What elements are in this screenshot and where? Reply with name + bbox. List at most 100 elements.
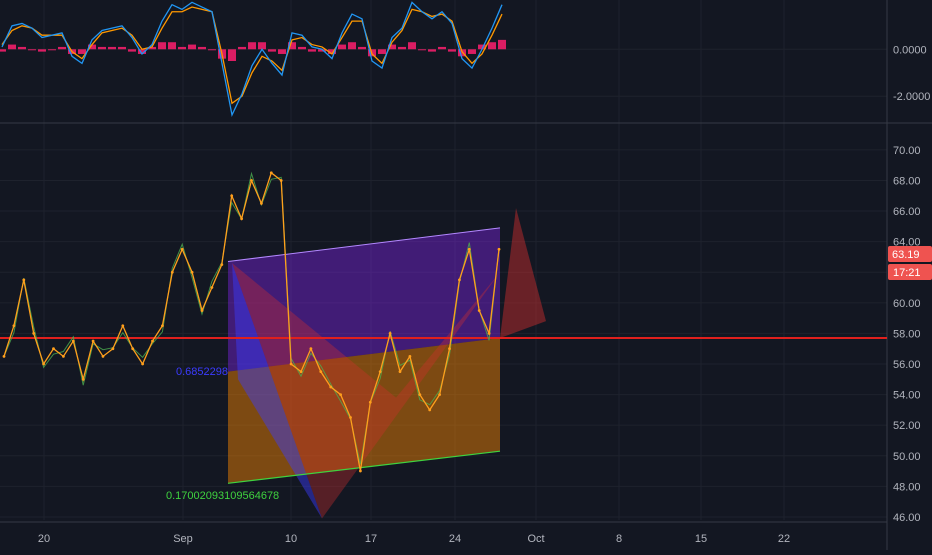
histogram-bar-33 (328, 49, 336, 54)
histogram-bar-14 (138, 49, 146, 54)
price-point-9 (91, 339, 95, 343)
price-y-tick-12: 46.00 (893, 512, 921, 524)
histogram-bar-10 (98, 46, 106, 50)
price-point-27 (269, 171, 273, 175)
price-y-tick-8: 54.00 (893, 390, 921, 402)
triangle-blue (232, 263, 322, 519)
price-point-28 (279, 179, 283, 182)
price-point-39 (388, 332, 392, 335)
histogram-bar-35 (348, 42, 356, 50)
price-y-tick-1: 68.00 (893, 175, 921, 187)
histogram-bar-2 (18, 46, 26, 50)
annotation-layer: 0.6852298 0.17002093109564678 (166, 366, 279, 502)
price-point-33 (329, 385, 333, 389)
price-point-44 (438, 393, 441, 396)
countdown-tag-bg (888, 264, 932, 281)
histogram-bar-3 (28, 49, 36, 51)
histogram-bar-29 (288, 42, 296, 50)
price-point-17 (170, 270, 174, 274)
histogram-bar-39 (388, 44, 396, 50)
price-point-13 (131, 347, 135, 351)
histogram-bar-47 (468, 49, 476, 54)
histogram-bar-19 (188, 44, 196, 50)
price-point-35 (349, 416, 352, 419)
histogram-bar-25 (248, 42, 256, 50)
price-point-8 (81, 377, 85, 381)
histogram-bar-8 (78, 49, 86, 54)
histogram-bar-12 (118, 46, 126, 50)
drawing-layer (227, 208, 546, 519)
x-tick-8: 22 (778, 533, 790, 545)
triangle-red-projection (500, 208, 546, 338)
price-point-29 (289, 362, 293, 366)
x-tick-2: 10 (285, 533, 297, 545)
price-point-42 (418, 393, 422, 396)
price-point-5 (52, 347, 55, 351)
x-tick-4: 24 (449, 533, 461, 545)
histogram-bar-30 (298, 46, 306, 50)
price-point-32 (319, 370, 323, 374)
price-y-tick-3: 64.00 (893, 237, 921, 249)
price-point-22 (220, 263, 224, 266)
price-point-30 (299, 370, 303, 374)
histogram-bar-34 (338, 44, 346, 50)
price-point-2 (22, 278, 26, 282)
x-tick-7: 15 (695, 533, 707, 545)
price-point-40 (398, 370, 402, 374)
price-point-20 (200, 309, 204, 312)
price-point-48 (477, 309, 481, 312)
price-point-4 (42, 362, 45, 366)
price-point-47 (467, 247, 471, 251)
histogram-bar-46 (458, 49, 466, 57)
price-y-tick-6: 58.00 (893, 328, 921, 340)
histogram-bar-1 (8, 44, 16, 50)
x-tick-1: Sep (173, 533, 193, 545)
histogram-bar-13 (128, 49, 136, 52)
histogram-bar-42 (418, 49, 426, 51)
last-price-tag: 63.19 (892, 249, 920, 261)
price-point-7 (71, 339, 75, 343)
fib-ratio-label-blue: 0.6852298 (176, 366, 228, 378)
histogram-bar-43 (428, 49, 436, 52)
histogram-bar-50 (498, 39, 506, 50)
price-point-25 (250, 179, 253, 182)
histogram-bar-23 (228, 49, 236, 61)
x-tick-5: Oct (527, 533, 544, 545)
price-point-24 (240, 217, 244, 221)
price-point-49 (487, 332, 491, 335)
histogram-bar-31 (308, 49, 316, 52)
osc-y-tick-1: -2.0000 (893, 91, 930, 103)
price-y-tick-0: 70.00 (893, 145, 921, 157)
price-point-41 (408, 354, 412, 358)
price-y-tick-7: 56.00 (893, 359, 921, 371)
price-point-18 (180, 247, 184, 251)
channel-bottom-line (227, 450, 501, 484)
histogram-bar-38 (378, 49, 386, 54)
channel-upper-fill (228, 227, 500, 372)
histogram-bar-15 (148, 46, 156, 50)
price-point-34 (339, 393, 342, 396)
histogram-bar-41 (408, 42, 416, 50)
histogram-bar-49 (488, 42, 496, 50)
histogram-bar-4 (38, 49, 46, 52)
histogram-bar-17 (168, 42, 176, 50)
price-point-1 (12, 324, 16, 328)
price-point-46 (458, 278, 461, 282)
histogram-bar-16 (158, 42, 166, 50)
price-point-12 (121, 324, 125, 328)
histogram-bar-18 (178, 46, 186, 50)
price-point-36 (359, 469, 362, 473)
histogram-bar-5 (48, 49, 56, 51)
last-price-tag-bg (888, 246, 932, 263)
price-line-alt (3, 171, 500, 465)
price-point-21 (210, 286, 214, 289)
price-point-6 (62, 354, 65, 358)
price-point-3 (32, 332, 36, 335)
price-point-23 (230, 194, 234, 198)
price-point-37 (368, 400, 372, 404)
price-point-38 (378, 370, 382, 374)
